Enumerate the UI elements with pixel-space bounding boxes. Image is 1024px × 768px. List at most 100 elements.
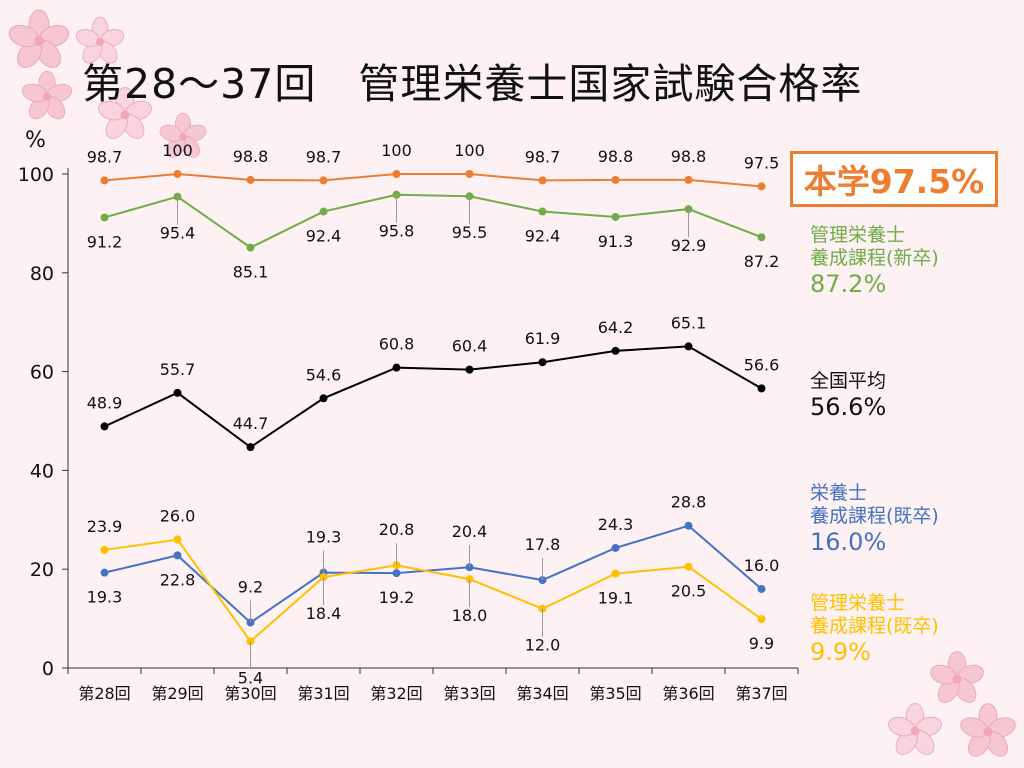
data-label: 92.4 xyxy=(306,227,342,246)
x-tick-label: 第36回 xyxy=(662,684,714,703)
data-label: 100 xyxy=(162,141,193,160)
data-label: 65.1 xyxy=(671,313,707,332)
data-label: 44.7 xyxy=(233,414,269,433)
legend-label: 養成課程(新卒) xyxy=(810,247,939,270)
data-point xyxy=(611,212,620,221)
data-point xyxy=(757,615,766,624)
data-point xyxy=(684,521,693,530)
page-title: 第28～37回 管理栄養士国家試験合格率 xyxy=(82,60,863,108)
data-label: 92.9 xyxy=(671,236,707,255)
legend-label: 栄養士 xyxy=(810,482,868,504)
data-label: 19.1 xyxy=(598,589,634,608)
legend-eiyoshi-prior: 栄養士 養成課程(既卒) 16.0% xyxy=(810,482,939,558)
data-label: 24.3 xyxy=(598,515,634,534)
cherry-blossom-icon xyxy=(72,14,128,74)
series-line xyxy=(104,345,762,449)
data-label: 20.4 xyxy=(452,522,488,541)
data-point xyxy=(100,568,109,577)
data-point xyxy=(319,394,328,403)
y-tick-label: 60 xyxy=(30,362,54,384)
data-label: 95.5 xyxy=(452,223,488,242)
legend-label: 管理栄養士 xyxy=(810,224,906,246)
data-point xyxy=(100,213,109,222)
data-point xyxy=(684,342,693,351)
legend-label: 管理栄養士 xyxy=(810,592,906,614)
data-point xyxy=(173,535,182,544)
y-tick-label: 40 xyxy=(30,460,54,482)
x-tick-label: 第31回 xyxy=(297,684,349,703)
data-label: 98.7 xyxy=(525,147,561,166)
data-point xyxy=(100,176,109,185)
data-point xyxy=(611,346,620,355)
data-label: 54.6 xyxy=(306,365,342,384)
data-label: 22.8 xyxy=(160,570,196,589)
x-tick-label: 第37回 xyxy=(735,684,787,703)
y-tick-label: 20 xyxy=(30,559,54,581)
cherry-blossom-icon xyxy=(18,68,76,130)
data-point xyxy=(611,543,620,552)
legend-kanri-prior: 管理栄養士 養成課程(既卒) 9.9% xyxy=(810,592,939,668)
series-line xyxy=(104,193,762,249)
data-point xyxy=(100,545,109,554)
data-point xyxy=(684,175,693,184)
x-tick-label: 第29回 xyxy=(151,684,203,703)
cherry-blossom-icon xyxy=(156,110,210,168)
data-label: 19.3 xyxy=(306,528,342,547)
data-label: 20.5 xyxy=(671,582,707,601)
data-label: 98.7 xyxy=(87,147,123,166)
data-point xyxy=(319,176,328,185)
data-label: 48.9 xyxy=(87,393,123,412)
data-point xyxy=(246,175,255,184)
data-label: 100 xyxy=(381,141,412,160)
series-line xyxy=(104,538,763,643)
data-label: 60.4 xyxy=(452,337,488,356)
legend-percent: 16.0% xyxy=(810,528,887,557)
data-label: 92.4 xyxy=(525,227,561,246)
data-point xyxy=(684,562,693,571)
x-tick-label: 第28回 xyxy=(78,684,130,703)
data-label: 97.5 xyxy=(744,153,780,172)
data-point xyxy=(757,233,766,242)
data-label: 28.8 xyxy=(671,493,707,512)
legend-percent: 87.2% xyxy=(810,270,887,299)
x-tick-label: 第35回 xyxy=(589,684,641,703)
cherry-blossom-icon xyxy=(884,700,946,766)
data-label: 12.0 xyxy=(525,636,561,655)
data-label: 91.2 xyxy=(87,232,123,251)
legend-national: 全国平均 56.6% xyxy=(810,370,886,422)
data-point xyxy=(246,243,255,252)
data-label: 64.2 xyxy=(598,318,634,337)
data-label: 95.8 xyxy=(379,222,415,241)
data-label: 23.9 xyxy=(87,517,123,536)
own-school-highlight: 本学97.5% xyxy=(790,151,998,207)
data-label: 60.8 xyxy=(379,335,415,354)
data-label: 87.2 xyxy=(744,252,780,271)
cherry-blossom-icon xyxy=(94,84,156,150)
cherry-blossom-icon xyxy=(4,6,74,80)
data-label: 98.7 xyxy=(306,147,342,166)
data-label: 55.7 xyxy=(160,360,196,379)
legend-label: 養成課程(既卒) xyxy=(810,505,939,528)
x-tick-label: 第34回 xyxy=(516,684,568,703)
data-point xyxy=(100,422,109,431)
data-point xyxy=(392,569,401,578)
data-label: 5.4 xyxy=(238,668,263,687)
cherry-blossom-icon xyxy=(956,700,1020,768)
data-label: 98.8 xyxy=(233,147,269,166)
legend-label: 全国平均 xyxy=(810,370,887,392)
data-point xyxy=(465,170,474,178)
legend-percent: 56.6% xyxy=(810,393,887,422)
data-label: 61.9 xyxy=(525,329,561,348)
data-point xyxy=(757,182,766,191)
data-point xyxy=(757,384,766,393)
x-tick-label: 第32回 xyxy=(370,684,422,703)
data-label: 26.0 xyxy=(160,507,196,526)
legend-label: 養成課程(既卒) xyxy=(810,615,939,638)
data-label: 16.0 xyxy=(744,556,780,575)
data-point xyxy=(465,365,474,374)
legend-new-grad: 管理栄養士 養成課程(新卒) 87.2% xyxy=(810,224,939,300)
data-label: 19.2 xyxy=(379,588,415,607)
data-label: 18.0 xyxy=(452,606,488,625)
data-label: 9.2 xyxy=(238,578,263,597)
